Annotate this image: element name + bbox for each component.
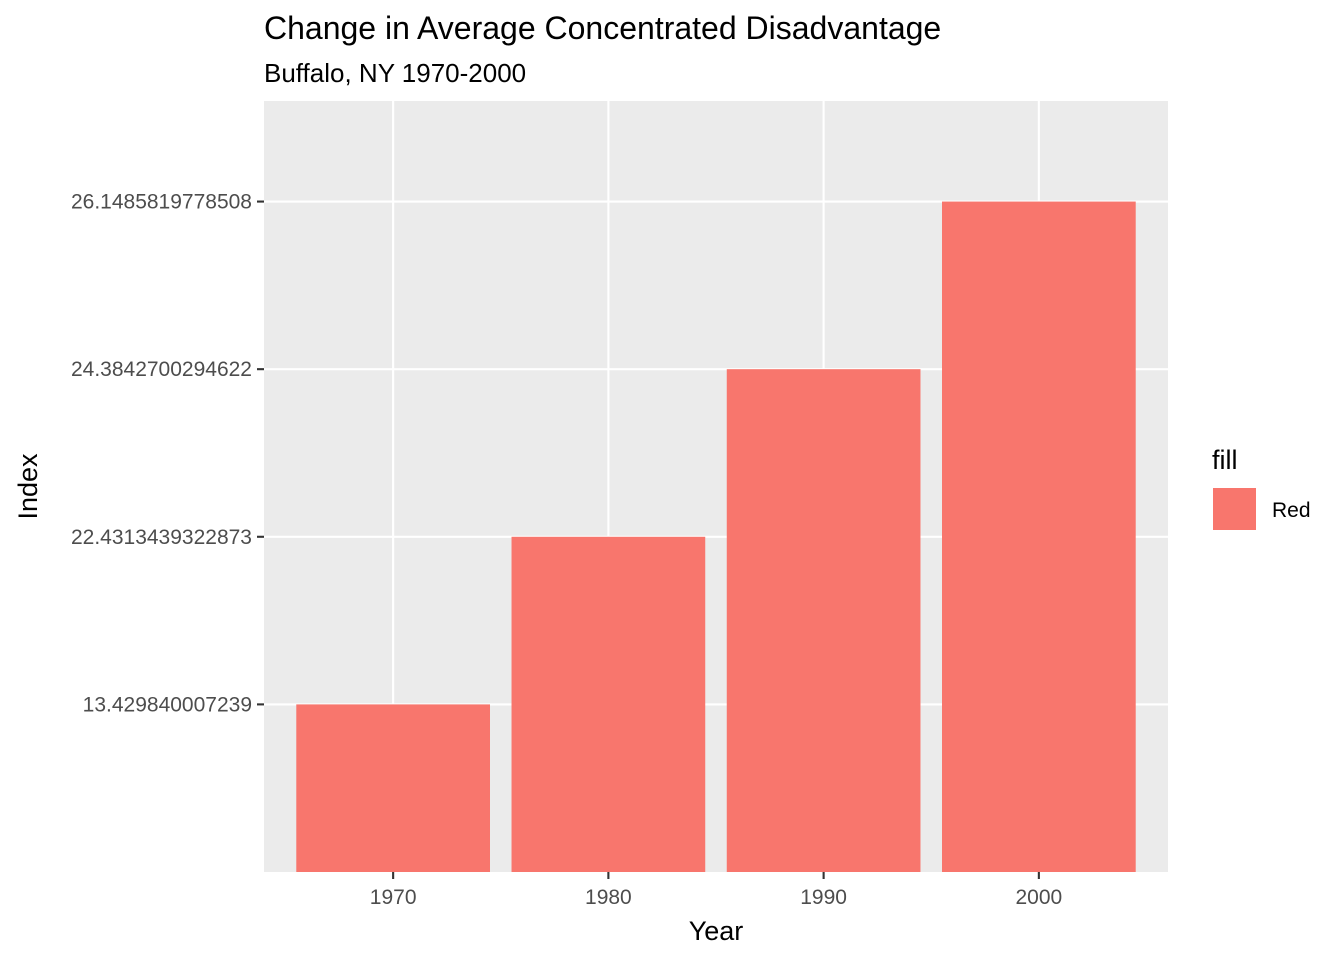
bar-2000 [942, 201, 1136, 873]
bar-1980 [511, 536, 706, 872]
x-tick-label: 2000 [1015, 886, 1062, 909]
chart-subtitle: Buffalo, NY 1970-2000 [264, 58, 527, 88]
chart-title: Change in Average Concentrated Disadvant… [264, 10, 942, 46]
legend-key [1213, 488, 1256, 530]
legend: fill Red [1212, 445, 1311, 530]
y-axis-title: Index [13, 453, 43, 520]
y-tick-label: 22.4313439322873 [71, 526, 252, 549]
x-tick-label: 1970 [370, 886, 417, 909]
x-tick-label: 1990 [800, 886, 847, 909]
y-tick-label: 13.429840007239 [83, 693, 252, 716]
y-axis: 13.429840007239 22.4313439322873 24.384270… [71, 191, 264, 716]
legend-entries: Red [1213, 488, 1311, 530]
x-axis: 1970 1980 1990 2000 [370, 872, 1062, 909]
bars [296, 201, 1136, 873]
x-axis-title: Year [689, 916, 744, 946]
bar-1990 [726, 369, 921, 872]
bar-1970 [296, 704, 490, 872]
legend-label: Red [1272, 499, 1311, 522]
x-tick-label: 1980 [585, 886, 632, 909]
legend-title: fill [1212, 445, 1238, 475]
y-tick-label: 26.1485819778508 [71, 191, 252, 214]
y-tick-label: 24.3842700294622 [71, 358, 252, 381]
